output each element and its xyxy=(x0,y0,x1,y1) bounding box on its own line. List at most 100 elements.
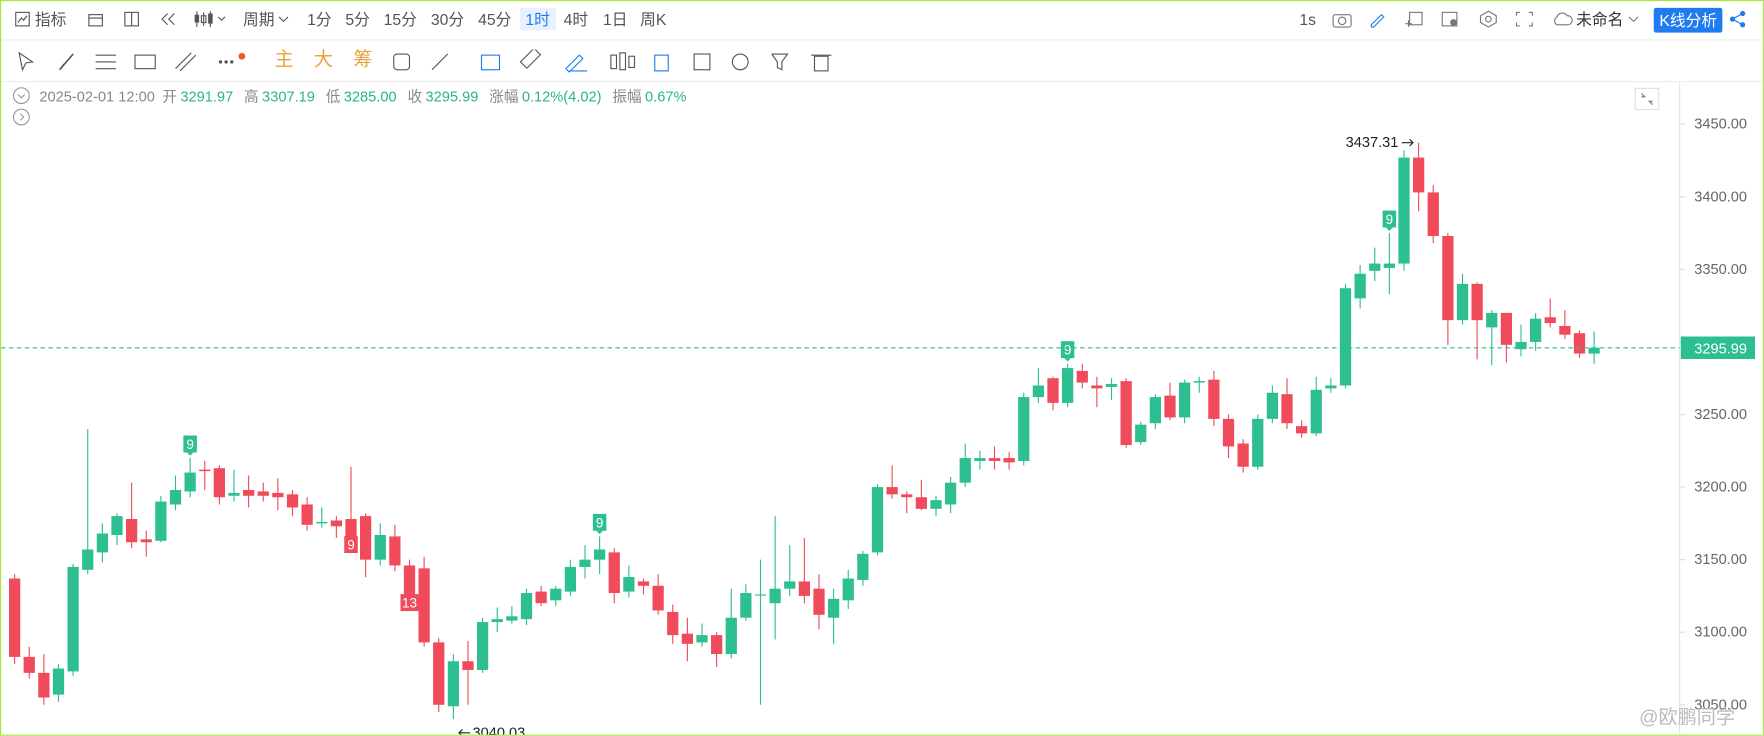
toolbar-icon[interactable] xyxy=(87,11,105,27)
main-indicator-button[interactable]: 主 xyxy=(274,48,294,70)
candle-body xyxy=(1120,381,1132,445)
open-label: 开 xyxy=(162,87,177,105)
candle-body xyxy=(316,521,328,524)
share-icon[interactable] xyxy=(1728,10,1748,28)
candle-body xyxy=(1105,384,1118,387)
candle-body xyxy=(886,487,898,495)
candle-body xyxy=(286,494,299,508)
candle-body xyxy=(374,534,386,560)
candle-body xyxy=(1573,333,1586,354)
candle-body xyxy=(9,578,21,657)
td-marker-label: 9 xyxy=(186,437,194,452)
interval-button[interactable]: 45分 xyxy=(478,10,512,29)
candle-body xyxy=(1018,397,1030,461)
settings-icon[interactable] xyxy=(1478,10,1498,28)
max-arrow xyxy=(1401,138,1414,147)
speed-button[interactable]: 1s xyxy=(1299,10,1317,29)
interval-button[interactable]: 1日 xyxy=(603,10,628,29)
td-marker-pointer xyxy=(406,590,413,595)
candle-body xyxy=(1442,235,1454,321)
low-label: 低 xyxy=(325,87,341,105)
ohlc-info: 2025-02-01 12:00 开 3291.97 高 3307.19 低 3285… xyxy=(39,84,693,105)
interval-button[interactable]: 30分 xyxy=(430,10,465,29)
chart-type-icon[interactable] xyxy=(194,9,230,29)
candle-body xyxy=(871,487,884,553)
candle-body xyxy=(1208,379,1220,419)
candle-body xyxy=(1413,157,1425,193)
close-label: 收 xyxy=(407,87,423,105)
candle-body xyxy=(798,581,810,596)
candle-body xyxy=(696,635,708,643)
candle-body xyxy=(447,661,459,707)
change-label: 涨幅 xyxy=(489,87,519,105)
candle-body xyxy=(38,672,50,698)
interval-button[interactable]: 1时 xyxy=(519,7,556,31)
edit-icon[interactable] xyxy=(1368,10,1388,28)
td-marker-label: 13 xyxy=(402,596,417,611)
period-button[interactable]: 周期 xyxy=(243,10,275,29)
candle-body xyxy=(1500,312,1512,345)
interval-button[interactable]: 1分 xyxy=(307,10,332,29)
candle-body xyxy=(813,588,825,615)
chips-button[interactable]: 筹 xyxy=(353,48,373,70)
td-marker-label: 9 xyxy=(596,515,604,530)
candle-body xyxy=(1486,312,1498,328)
replay-icon[interactable] xyxy=(159,11,177,27)
candle-body xyxy=(725,617,737,654)
td-marker-pointer xyxy=(347,532,355,537)
candle-body xyxy=(23,656,35,673)
candle-body xyxy=(1091,385,1103,389)
candle-body xyxy=(1062,368,1074,403)
calendar-icon[interactable] xyxy=(1440,10,1460,28)
add-window-icon[interactable] xyxy=(1404,10,1424,28)
max-price-label: 3437.31 xyxy=(1346,135,1399,151)
drawing-tools-2[interactable] xyxy=(389,49,839,75)
layout-name[interactable]: 未命名 xyxy=(1576,10,1624,29)
candle-body xyxy=(272,492,284,498)
td-marker xyxy=(344,536,358,554)
candle-body xyxy=(550,588,562,601)
camera-icon[interactable] xyxy=(1332,10,1352,28)
y-tick-label: 3050.00 xyxy=(1694,697,1747,713)
cloud-icon[interactable] xyxy=(1551,11,1574,27)
candle-body xyxy=(1369,263,1381,271)
candle-body xyxy=(711,635,723,654)
candle-body xyxy=(754,594,767,596)
interval-button[interactable]: 4时 xyxy=(563,10,589,29)
big-order-button[interactable]: 大 xyxy=(313,48,333,70)
y-tick-label: 3200.00 xyxy=(1694,480,1747,496)
collapse-icons[interactable] xyxy=(11,87,31,128)
candle-body xyxy=(228,492,240,496)
candle-body xyxy=(1237,443,1249,467)
dropdown-icon[interactable] xyxy=(1628,16,1639,25)
td-marker-pointer xyxy=(1386,227,1393,231)
candle-body xyxy=(243,489,255,496)
candle-body xyxy=(740,593,752,618)
candle-body xyxy=(52,668,65,695)
indicator-button[interactable]: 指标 xyxy=(34,10,67,29)
minimize-icon[interactable] xyxy=(1634,87,1660,111)
candle-body xyxy=(1296,426,1308,434)
fullscreen-icon[interactable] xyxy=(1514,10,1534,28)
analysis-button[interactable]: K线分析 xyxy=(1653,7,1723,33)
candle-body xyxy=(1281,394,1293,424)
open-value: 3291.97 xyxy=(180,87,234,105)
y-tick-label: 3100.00 xyxy=(1694,625,1747,641)
candle-body xyxy=(828,598,840,618)
drawing-tools[interactable] xyxy=(15,50,510,75)
candle-body xyxy=(418,568,430,643)
candle-body xyxy=(155,501,167,541)
candle-body xyxy=(389,536,401,566)
candle-body xyxy=(974,458,986,461)
interval-button[interactable]: 5分 xyxy=(345,10,370,29)
candle-body xyxy=(857,553,869,580)
candle-body xyxy=(1515,341,1527,350)
candle-body xyxy=(945,482,957,505)
interval-button[interactable]: 周K xyxy=(640,10,667,29)
indicator-icon[interactable] xyxy=(15,11,31,27)
dropdown-icon[interactable] xyxy=(278,16,289,25)
interval-button[interactable]: 15分 xyxy=(383,10,417,29)
layout-icon[interactable] xyxy=(123,11,141,27)
candle-body xyxy=(1427,192,1439,236)
candle-body xyxy=(1383,263,1395,268)
